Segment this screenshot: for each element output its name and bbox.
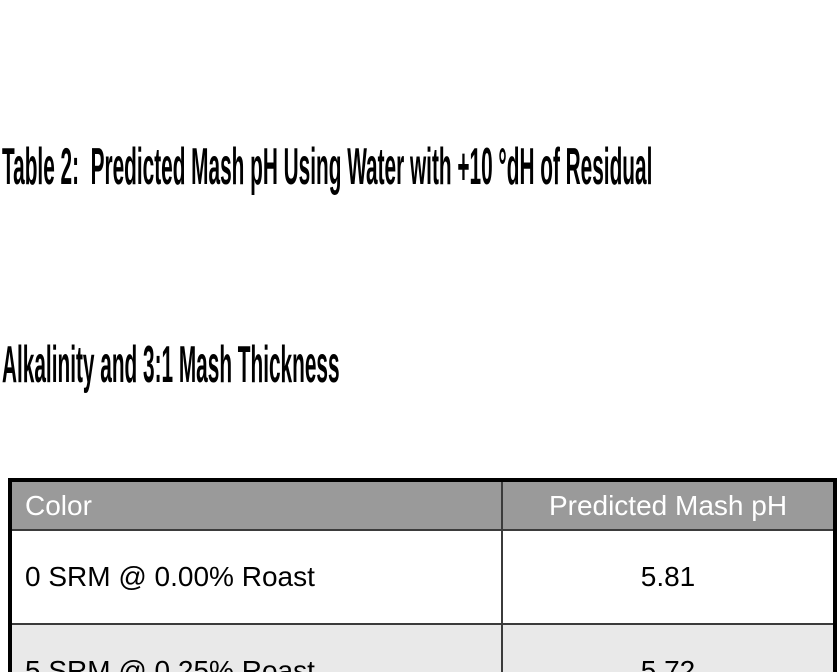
column-header-predicted-mash-ph: Predicted Mash pH	[501, 479, 836, 531]
cell-predicted-mash-ph: 5.81	[501, 529, 836, 625]
page-title-line-1: Table 2: Predicted Mash pH Using Water w…	[2, 138, 653, 196]
predicted-mash-ph-table: Color Predicted Mash pH 0 SRM @ 0.00% Ro…	[8, 478, 837, 672]
cell-color: 0 SRM @ 0.00% Roast	[9, 529, 503, 625]
cell-predicted-mash-ph: 5.72	[501, 623, 836, 672]
cell-color: 5 SRM @ 0.25% Roast	[9, 623, 503, 672]
page-title-line-2: Alkalinity and 3:1 Mash Thickness	[2, 336, 340, 394]
page-title: Table 2: Predicted Mash pH Using Water w…	[2, 2, 840, 464]
column-header-color: Color	[9, 479, 503, 531]
header-row: Color Predicted Mash pH	[9, 479, 836, 531]
table-row: 0 SRM @ 0.00% Roast 5.81	[9, 529, 836, 625]
table-row: 5 SRM @ 0.25% Roast 5.72	[9, 623, 836, 672]
